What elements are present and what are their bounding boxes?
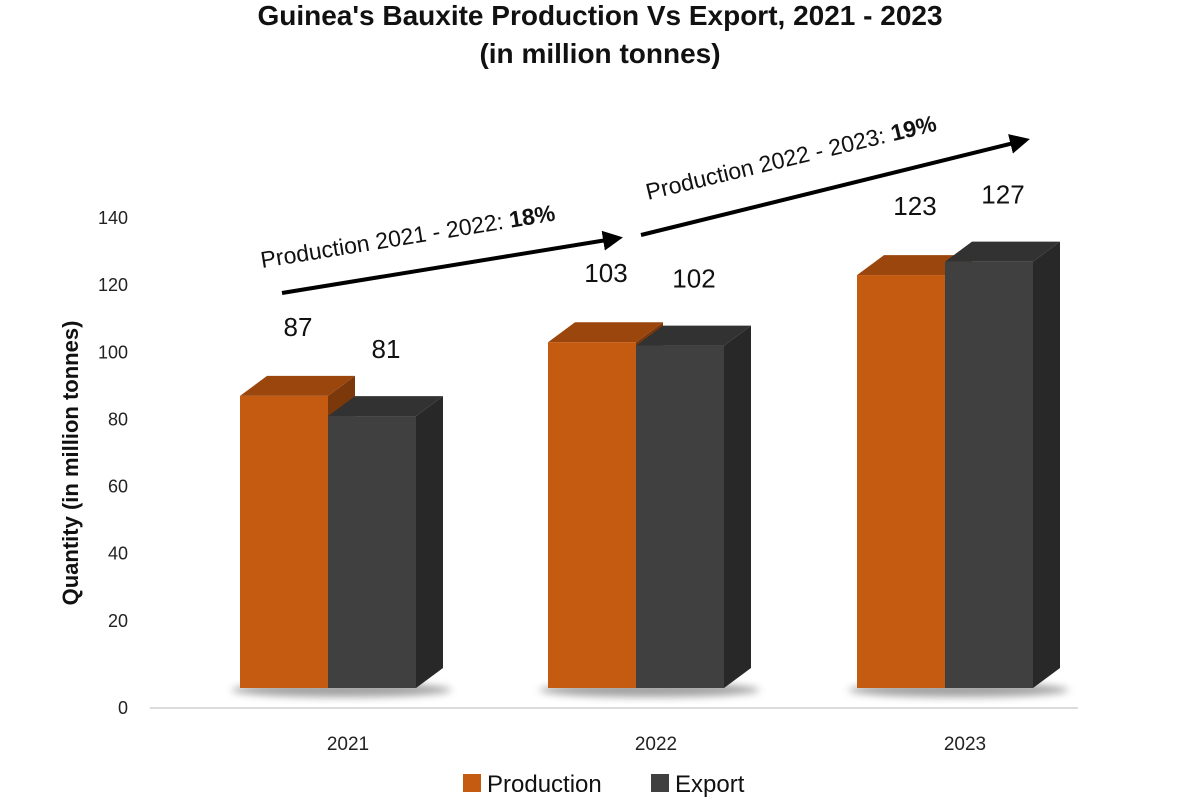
data-label: 127 (981, 180, 1024, 210)
data-label: 103 (584, 258, 627, 288)
growth-arrow (281, 230, 623, 295)
y-tick-label: 120 (98, 275, 128, 295)
x-tick-label: 2023 (944, 734, 986, 755)
bar-export-2023 (945, 241, 1060, 688)
growth-annotation: Production 2021 - 2022: 18% (259, 200, 557, 273)
bar-export-2021 (328, 396, 443, 688)
y-tick-label: 40 (108, 544, 128, 564)
y-tick-label: 140 (98, 208, 128, 228)
x-tick-label: 2022 (635, 734, 677, 755)
chart-subtitle: (in million tonnes) (479, 38, 721, 69)
y-tick-label: 0 (118, 698, 128, 718)
legend-swatch-production (463, 774, 481, 792)
y-tick-label: 80 (108, 409, 128, 429)
x-tick-label: 2021 (327, 734, 369, 755)
chart-title: Guinea's Bauxite Production Vs Export, 2… (257, 0, 943, 31)
y-tick-label: 60 (108, 477, 128, 497)
data-label: 87 (284, 312, 313, 342)
legend-swatch-export (651, 774, 669, 792)
growth-arrow (640, 134, 1030, 237)
data-label: 102 (672, 264, 715, 294)
y-tick-label: 100 (98, 342, 128, 362)
data-label: 81 (372, 334, 401, 364)
bar-export-2022 (636, 325, 751, 688)
legend-label-export: Export (675, 771, 745, 798)
y-axis-label: Quantity (in million tonnes) (58, 321, 83, 606)
y-tick-label: 20 (108, 611, 128, 631)
data-label: 123 (893, 191, 936, 221)
legend-label-production: Production (487, 771, 602, 798)
